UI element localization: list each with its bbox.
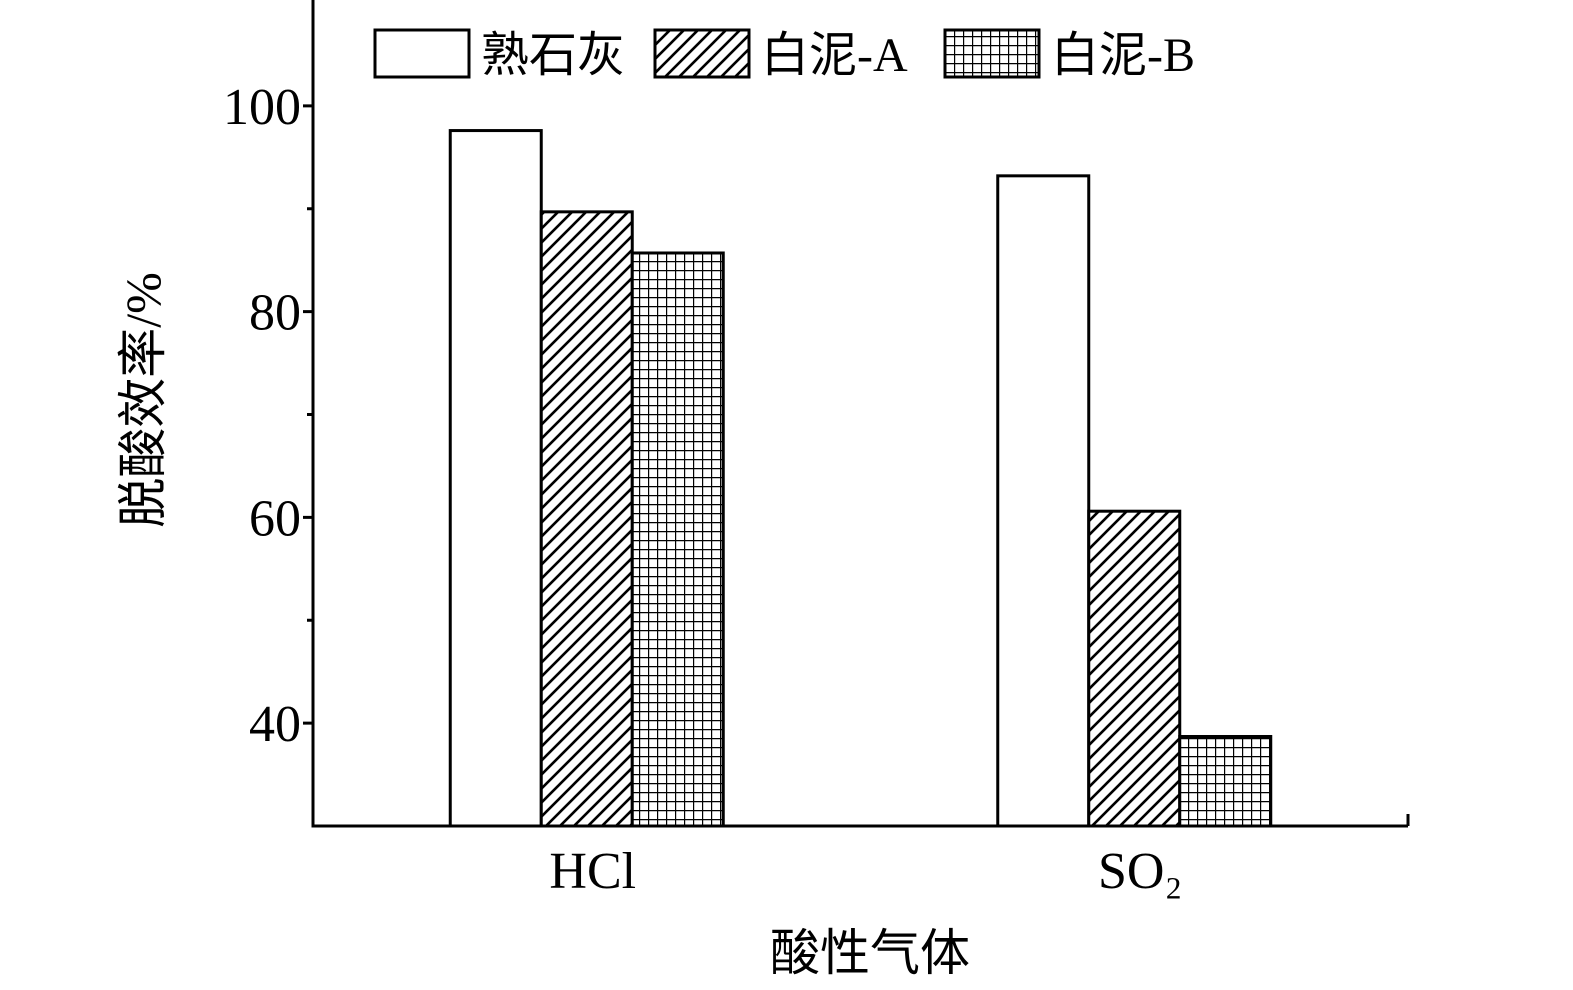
- bar-so2-white-mud-b: [1178, 734, 1273, 828]
- y-tick-label: 100: [223, 79, 301, 136]
- axes: HCl SO₂ 40 60 80 100: [223, 0, 1410, 900]
- bar-hcl-slaked-lime: [448, 129, 543, 828]
- x-axis-label: 酸性气体: [770, 925, 970, 981]
- y-axis-label: 脱酸效率/%: [115, 272, 171, 528]
- bars: [448, 129, 1273, 828]
- bar-hcl-white-mud-a: [539, 210, 634, 828]
- legend-label: 白泥-A: [761, 29, 908, 82]
- x-tick-label-so2: SO₂: [1098, 843, 1183, 900]
- y-tick-label: 80: [249, 285, 301, 342]
- legend-item-white-mud-b: 白泥-B: [943, 28, 1195, 82]
- y-tick-label: 40: [249, 696, 301, 753]
- x-tick-label-hcl: HCl: [549, 843, 636, 900]
- legend-item-white-mud-a: 白泥-A: [653, 28, 908, 82]
- bar-so2-slaked-lime: [996, 174, 1091, 828]
- y-tick-label: 60: [249, 490, 301, 547]
- bar-so2-white-mud-a: [1087, 509, 1182, 828]
- legend-swatch: [373, 28, 471, 79]
- bar-hcl-white-mud-b: [630, 251, 725, 828]
- legend: 熟石灰 白泥-A 白泥-B: [373, 28, 1195, 82]
- legend-swatch: [653, 28, 751, 79]
- legend-item-slaked-lime: 熟石灰: [373, 28, 625, 82]
- legend-label: 熟石灰: [481, 29, 625, 82]
- legend-label: 白泥-B: [1051, 29, 1195, 82]
- legend-swatch: [943, 28, 1041, 79]
